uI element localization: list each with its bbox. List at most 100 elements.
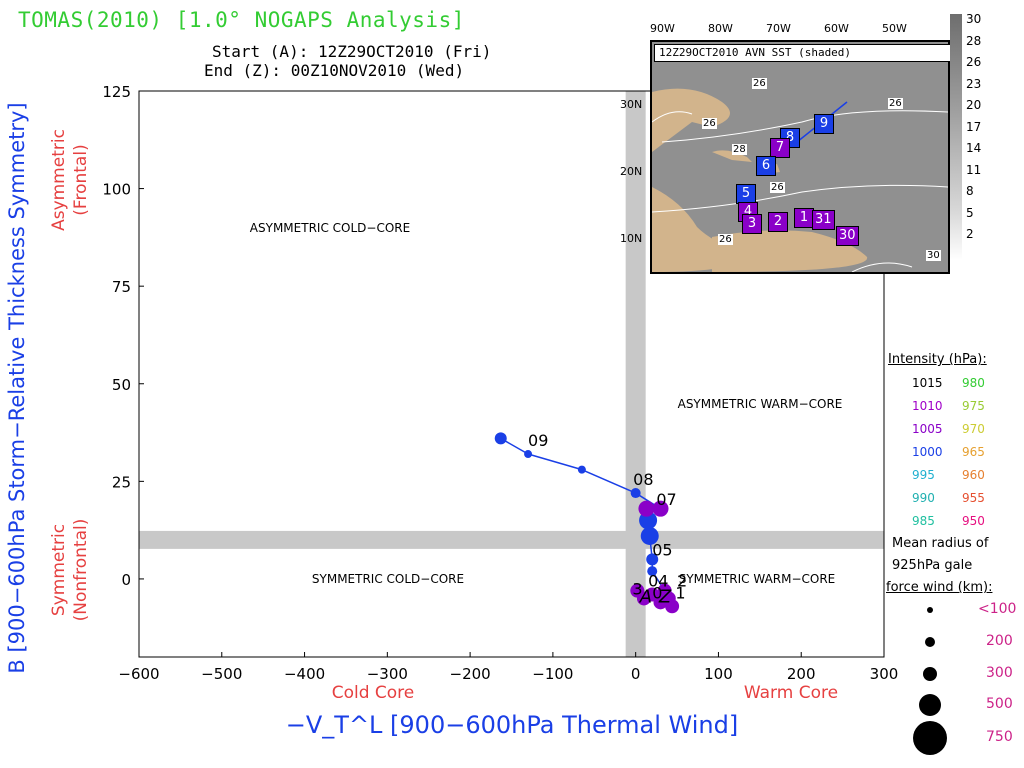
- track-point: [665, 599, 680, 614]
- radius-legend-dot: [919, 694, 941, 716]
- intensity-value-left: 990: [912, 491, 935, 505]
- track-segment: [581, 468, 636, 494]
- x-tick-label: −300: [367, 665, 408, 683]
- x-tick-label: −400: [284, 665, 325, 683]
- chart-title: TOMAS(2010) [1.0° NOGAPS Analysis]: [18, 8, 465, 32]
- inset-lon-label: 80W: [708, 22, 733, 35]
- inset-contour-label: 30: [926, 250, 941, 261]
- track-point-label: 07: [656, 490, 676, 509]
- colorbar-label: 5: [966, 205, 974, 220]
- x-tick-label: −200: [450, 665, 491, 683]
- quadrant-label: ASYMMETRIC COLD−CORE: [250, 221, 410, 235]
- colorbar-label: 14: [966, 141, 982, 155]
- south-america-land: [712, 230, 868, 272]
- colorbar-label: 26: [966, 55, 982, 69]
- inset-lon-label: 70W: [766, 22, 791, 35]
- inset-lon-label: 60W: [824, 22, 849, 35]
- colorbar-label: 8: [966, 184, 974, 198]
- quadrant-label: ASYMMETRIC WARM−CORE: [678, 397, 843, 411]
- colorbar-label: 20: [966, 98, 982, 112]
- inset-track-box: 1: [794, 208, 814, 228]
- track-point: [646, 553, 659, 566]
- intensity-value-left: 1010: [912, 399, 943, 413]
- y-tick-label: 100: [102, 181, 131, 199]
- inset-contour-label: 26: [718, 234, 733, 245]
- x-tick-label: −100: [532, 665, 573, 683]
- track-point-label: 05: [652, 541, 672, 560]
- radius-legend-label: 750: [986, 729, 1013, 745]
- intensity-value-right: 970: [962, 422, 985, 436]
- track-point: [524, 450, 533, 459]
- intensity-value-right: 975: [962, 399, 985, 413]
- intensity-value-left: 995: [912, 468, 935, 482]
- horizontal-threshold-band: [139, 530, 884, 549]
- x-tick-label: 300: [870, 665, 899, 683]
- inset-track-box: 6: [756, 156, 776, 176]
- colorbar-label: 2: [966, 227, 974, 241]
- radius-legend-label: <100: [978, 601, 1017, 617]
- track-point-label: 09: [528, 431, 548, 450]
- intensity-value-right: 955: [962, 491, 985, 505]
- x-tick-label: 200: [787, 665, 816, 683]
- axis-ticks: −600 −500 −400 −300 −200 −100 0 100 200 300025507…: [102, 83, 898, 683]
- track-point-label: 04: [648, 572, 668, 591]
- quadrant-labels: ASYMMETRIC COLD−CORE ASYMMETRIC WARM−CORE…: [250, 221, 843, 586]
- track-point: [494, 432, 507, 445]
- inset-contour-label: 26: [702, 118, 717, 129]
- track-point: [657, 583, 672, 598]
- x-tick-label: 100: [704, 665, 733, 683]
- y-tick-label: 125: [102, 83, 131, 101]
- intensity-value-left: 1015: [912, 376, 943, 390]
- radius-legend-dot: [923, 667, 937, 681]
- y-tick-label: 75: [112, 278, 131, 296]
- track-endpoint-marker: Z: [658, 586, 672, 607]
- track-point: [630, 488, 641, 499]
- y-sublabel-sym-1: Symmetric: [49, 524, 69, 616]
- radius-legend-dot: [913, 721, 947, 755]
- inset-contour-label: 26: [770, 182, 785, 193]
- cuba-land: [712, 150, 752, 162]
- sst-colorbar: [950, 14, 962, 260]
- inset-lon-label: 90W: [650, 22, 675, 35]
- x-tick-label: −600: [118, 665, 159, 683]
- intensity-value-left: 1005: [912, 422, 943, 436]
- intensity-value-left: 1000: [912, 445, 943, 459]
- radius-legend-title-line: Mean radius of: [892, 536, 989, 551]
- x-tick-label: −500: [201, 665, 242, 683]
- radius-legend-label: 300: [986, 665, 1013, 681]
- inset-track-box: 9: [814, 114, 834, 134]
- colorbar-label: 11: [966, 162, 982, 177]
- y-sublabel-asym-2: (Frontal): [71, 144, 91, 215]
- inset-track-box: 7: [770, 138, 790, 158]
- inset-lon-label: 50W: [882, 22, 907, 35]
- inset-track-box: 30: [836, 226, 859, 246]
- radius-legend-title-line: force wind (km):: [886, 580, 993, 595]
- plot-frame: [138, 90, 885, 658]
- radius-legend-dot: [925, 637, 935, 647]
- radius-legend-dot: [927, 607, 933, 613]
- axis-labels: −V_T^L [900−600hPa Thermal Wind] Cold Cor…: [5, 102, 838, 739]
- x-axis-label: −V_T^L [900−600hPa Thermal Wind]: [286, 711, 738, 739]
- track-point-label: 3: [632, 580, 642, 599]
- intensity-value-right: 960: [962, 468, 985, 482]
- colorbar-label: 17: [966, 119, 982, 134]
- inset-track-box: 3: [742, 214, 762, 234]
- track-point-label: 2: [677, 572, 687, 591]
- inset-title: 12Z29OCT2010 AVN SST (shaded): [654, 44, 952, 62]
- track-point: [652, 500, 669, 517]
- intensity-value-right: 980: [962, 376, 985, 390]
- inset-contour-label: 26: [888, 98, 903, 109]
- track-point: [577, 465, 586, 474]
- y-sublabel-sym-2: (Nonfrontal): [71, 519, 91, 622]
- x-sublabel-cold: Cold Core: [332, 683, 415, 703]
- x-tick-label: 0: [631, 665, 641, 683]
- radius-legend-label: 200: [986, 633, 1013, 649]
- track-point: [638, 500, 655, 517]
- inset-contour-label: 28: [732, 144, 747, 155]
- colorbar-label: 30: [966, 12, 982, 26]
- inset-lat-label: 10N: [620, 232, 643, 245]
- quadrant-label: SYMMETRIC COLD−CORE: [312, 572, 464, 586]
